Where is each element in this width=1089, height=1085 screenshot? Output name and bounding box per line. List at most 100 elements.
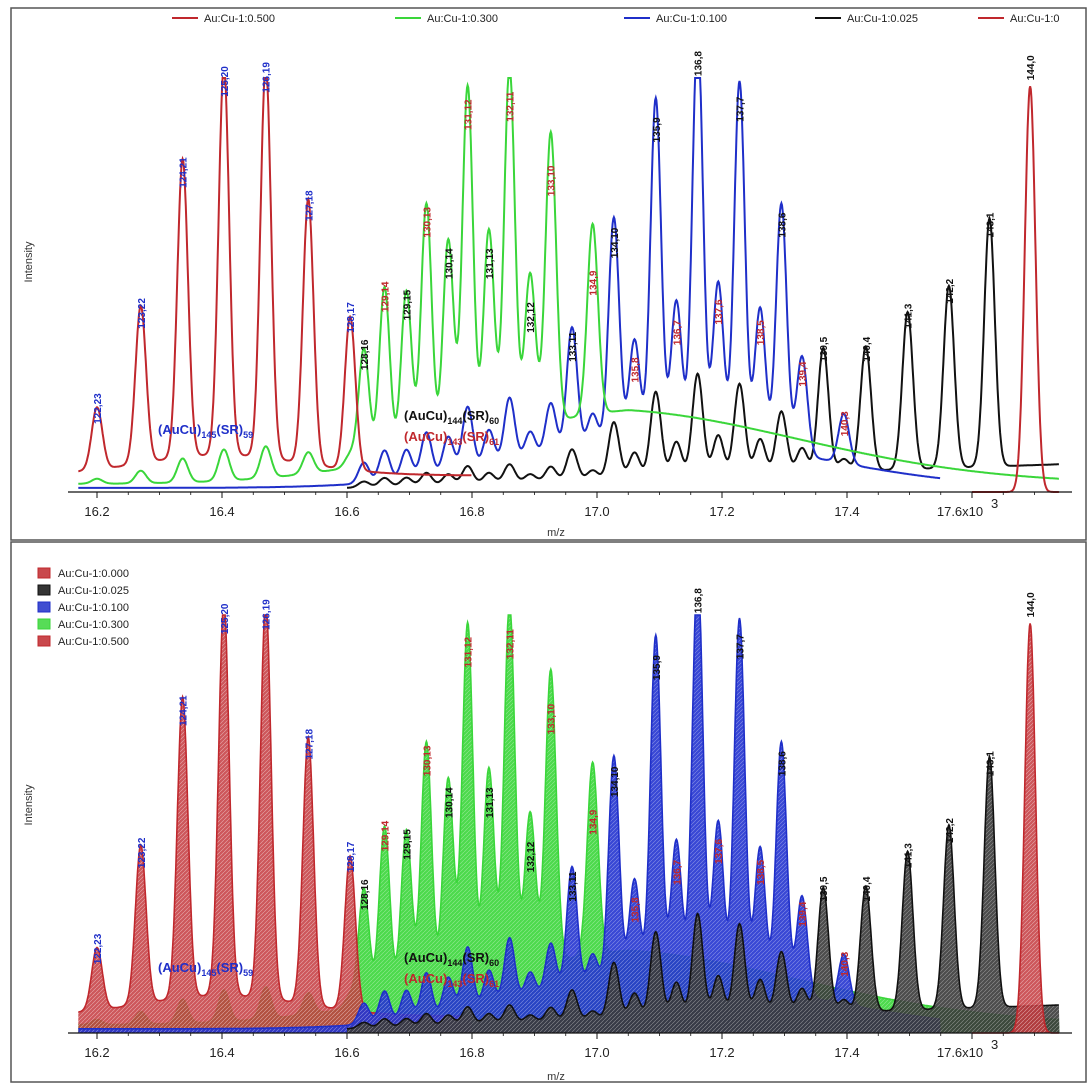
peak-label: 130,14 bbox=[444, 787, 455, 818]
x-tick-label: 16.8 bbox=[459, 1045, 484, 1060]
top-x-axis-title: m/z bbox=[547, 527, 565, 539]
legend-label: Au:Cu-1:0.300 bbox=[427, 13, 498, 25]
peak-label: 139,4 bbox=[798, 361, 809, 386]
peak-label: 137,7 bbox=[736, 96, 747, 121]
x-tick-label: 16.6 bbox=[334, 504, 359, 519]
peak-label: 131,13 bbox=[485, 248, 496, 279]
x-tick-label: 16.4 bbox=[209, 1045, 234, 1060]
peak-label: 125,20 bbox=[220, 603, 231, 634]
legend-label: Au:Cu-1:0.100 bbox=[58, 602, 129, 614]
series-line-c100 bbox=[78, 614, 941, 1030]
peak-label: 143,1 bbox=[986, 751, 997, 776]
legend-label: Au:Cu-1:0.025 bbox=[847, 13, 918, 25]
peak-label: 127,18 bbox=[304, 728, 315, 759]
peak-label: 129,15 bbox=[402, 289, 413, 320]
peak-label: 135,8 bbox=[631, 357, 642, 382]
peak-label: 128,16 bbox=[360, 879, 371, 910]
peak-label: 137,6 bbox=[714, 299, 725, 324]
peak-label: 132,11 bbox=[506, 629, 517, 659]
legend-item: Au:Cu-1:0.000 bbox=[37, 567, 129, 580]
peak-label: 130,13 bbox=[422, 207, 433, 238]
top-annotation-144: (AuCu)144(SR)60 bbox=[404, 408, 499, 426]
legend-label: Au:Cu-1:0.500 bbox=[58, 636, 129, 648]
x-tick-label: 17.4 bbox=[834, 1045, 859, 1060]
bottom-annotation-144: (AuCu)144(SR)60 bbox=[404, 950, 499, 968]
series-line-c025 bbox=[346, 754, 1059, 1030]
peak-label: 134,9 bbox=[589, 270, 600, 295]
peak-label: 143,1 bbox=[986, 212, 997, 237]
peak-label: 129,14 bbox=[381, 281, 392, 312]
peak-label: 140,4 bbox=[862, 876, 873, 901]
x-tick-label: 17.2 bbox=[709, 1045, 734, 1060]
peak-label: 123,22 bbox=[137, 298, 148, 329]
legend-item: Au:Cu-1:0 bbox=[978, 13, 1060, 25]
peak-label: 126,19 bbox=[262, 599, 273, 630]
peak-label: 136,8 bbox=[694, 588, 705, 613]
peak-label: 131,13 bbox=[485, 787, 496, 818]
peak-label: 134,10 bbox=[610, 227, 621, 258]
top-y-axis-title: Intensity bbox=[23, 241, 35, 282]
x-tick-label: 16.2 bbox=[84, 504, 109, 519]
peak-label: 126,19 bbox=[262, 62, 273, 93]
peak-label: 125,20 bbox=[220, 66, 231, 97]
area-c0 bbox=[972, 623, 1060, 1033]
legend-label: Au:Cu-1:0 bbox=[1010, 13, 1060, 25]
x-tick-label: 16.4 bbox=[209, 504, 234, 519]
bottom-panel-x-axis: 16.2 16.4 16.6 16.8 17.0 17.2 17.4 17.6x10 3 bbox=[68, 1032, 1072, 1060]
peak-label: 131,12 bbox=[464, 99, 475, 130]
peak-label: 141,3 bbox=[904, 303, 915, 328]
peak-label: 132,11 bbox=[506, 91, 517, 121]
legend-item: Au:Cu-1:0.025 bbox=[815, 13, 918, 25]
peak-label: 132,12 bbox=[526, 841, 537, 872]
peak-label: 124,21 bbox=[179, 157, 190, 188]
peak-label: 133,10 bbox=[547, 703, 558, 734]
peak-label: 129,15 bbox=[402, 829, 413, 860]
peak-label: 128,17 bbox=[346, 841, 357, 872]
peak-label: 122,23 bbox=[93, 933, 104, 964]
svg-text:(AuCu)143(SR)61: (AuCu)143(SR)61 bbox=[404, 971, 499, 989]
peak-label: 139,4 bbox=[798, 901, 809, 926]
legend-item: Au:Cu-1:0.500 bbox=[37, 635, 129, 648]
peak-label: 130,13 bbox=[422, 745, 433, 776]
peak-label: 136,8 bbox=[694, 51, 705, 76]
bottom-annotation-143: (AuCu)143(SR)61 bbox=[404, 971, 499, 989]
peak-label: 130,14 bbox=[444, 248, 455, 279]
peak-label: 144,0 bbox=[1026, 55, 1037, 80]
legend-swatch bbox=[37, 635, 51, 647]
svg-text:(AuCu)145(SR)59: (AuCu)145(SR)59 bbox=[158, 422, 253, 440]
svg-text:(AuCu)143(SR)61: (AuCu)143(SR)61 bbox=[404, 429, 499, 447]
peak-label: 139,5 bbox=[819, 336, 830, 361]
x-tick-label: 16.8 bbox=[459, 504, 484, 519]
peak-label: 123,22 bbox=[137, 837, 148, 868]
area-c025 bbox=[347, 756, 1060, 1033]
top-panel-x-axis: 16.2 16.4 16.6 16.8 17.0 17.2 17.4 17.6x10 3 bbox=[68, 491, 1072, 519]
bottom-annotation-145: (AuCu)145(SR)59 bbox=[158, 960, 253, 978]
legend-label: Au:Cu-1:0.300 bbox=[58, 619, 129, 631]
peak-label: 141,3 bbox=[904, 843, 915, 868]
legend-item: Au:Cu-1:0.100 bbox=[624, 13, 727, 25]
top-panel-peak-labels: 122,23 123,22 124,21 125,20 126,19 127,18 128,… bbox=[93, 51, 1037, 437]
bottom-y-axis-title: Intensity bbox=[23, 784, 35, 825]
peak-label: 140,4 bbox=[862, 336, 873, 361]
top-annotation-143: (AuCu)143(SR)61 bbox=[404, 429, 499, 447]
peak-label: 140,3 bbox=[840, 951, 851, 976]
legend-swatch bbox=[37, 567, 51, 579]
area-c500 bbox=[78, 615, 473, 1033]
peak-label: 136,7 bbox=[672, 320, 683, 345]
x-tick-label: 17.0 bbox=[584, 1045, 609, 1060]
peak-label: 142,2 bbox=[945, 818, 956, 843]
x-tick-label: 17.4 bbox=[834, 504, 859, 519]
x-tick-label: 16.2 bbox=[84, 1045, 109, 1060]
x-tick-label: 17.6x10 bbox=[937, 504, 983, 519]
peak-label: 140,3 bbox=[840, 411, 851, 436]
bottom-panel-frame bbox=[10, 541, 1087, 1083]
peak-label: 131,12 bbox=[464, 636, 475, 667]
legend-swatch bbox=[37, 618, 51, 630]
peak-label: 133,11 bbox=[568, 871, 579, 901]
peak-label: 137,6 bbox=[714, 839, 725, 864]
peak-label: 128,16 bbox=[360, 339, 371, 370]
top-annotation-145: (AuCu)145(SR)59 bbox=[158, 422, 253, 440]
peak-label: 135,9 bbox=[652, 655, 663, 680]
